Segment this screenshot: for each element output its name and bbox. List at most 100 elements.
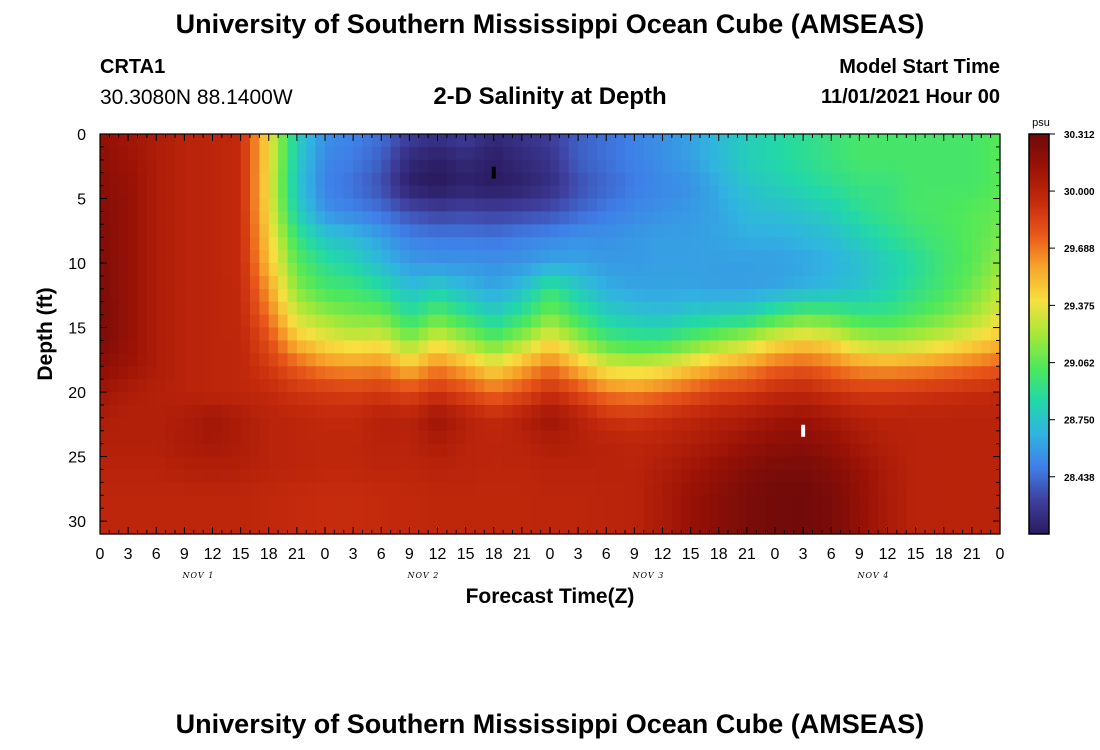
heatmap-cell [831, 417, 842, 432]
heatmap-cell [418, 224, 429, 238]
heatmap-cell [775, 392, 785, 406]
heatmap-cell [250, 456, 260, 471]
heatmap-cell [681, 237, 692, 251]
heatmap-cell [465, 301, 476, 316]
heatmap-cell [981, 275, 992, 290]
x-tick-label: 3 [124, 546, 133, 563]
heatmap-cell [690, 146, 701, 161]
heatmap-cell [156, 508, 167, 522]
heatmap-cell [840, 353, 851, 367]
heatmap-cell [821, 379, 832, 393]
heatmap-cell [278, 353, 289, 367]
heatmap-cell [118, 146, 129, 161]
heatmap-cell [568, 353, 579, 367]
heatmap-cell [943, 211, 954, 225]
heatmap-cell [456, 430, 467, 445]
heatmap-cell [653, 521, 664, 535]
heatmap-cell [146, 379, 157, 393]
heatmap-cell [690, 340, 701, 354]
heatmap-cell [446, 198, 457, 213]
heatmap-cell [221, 263, 232, 277]
heatmap-cell [578, 366, 589, 380]
heatmap-cell [446, 366, 457, 380]
heatmap-cell [737, 366, 748, 380]
heatmap-cell [587, 482, 598, 496]
heatmap-cell [428, 404, 439, 419]
heatmap-cell [184, 379, 195, 393]
heatmap-cell [503, 250, 514, 264]
heatmap-cell [325, 521, 335, 535]
heatmap-cell [231, 521, 242, 535]
heatmap-cell [587, 469, 598, 483]
heatmap-cell [681, 482, 692, 496]
heatmap-cell [596, 250, 607, 264]
heatmap-cell [325, 327, 335, 342]
heatmap-cell [887, 288, 898, 303]
heatmap-cell [559, 353, 570, 367]
heatmap-cell [737, 443, 748, 458]
heatmap-cell [231, 237, 242, 251]
heatmap-cell [503, 134, 514, 148]
heatmap-cell [100, 392, 110, 406]
heatmap-cell [428, 469, 439, 483]
heatmap-cell [812, 366, 823, 380]
heatmap-cell [990, 508, 1001, 522]
heatmap-cell [493, 263, 504, 277]
heatmap-cell [250, 327, 260, 342]
heatmap-cell [100, 340, 110, 354]
heatmap-cell [240, 288, 251, 303]
heatmap-cell [662, 353, 673, 367]
heatmap-cell [934, 469, 945, 483]
heatmap-cell [240, 482, 251, 496]
heatmap-cell [793, 495, 804, 509]
heatmap-cell [175, 263, 185, 277]
heatmap-cell [981, 198, 992, 213]
heatmap-cell [606, 301, 617, 316]
heatmap-cell [793, 366, 804, 380]
heatmap-cell [109, 288, 120, 303]
heatmap-cell [896, 250, 907, 264]
heatmap-cell [700, 456, 710, 471]
heatmap-cell [606, 379, 617, 393]
heatmap-cell [109, 314, 120, 329]
heatmap-cell [831, 314, 842, 329]
heatmap-cell [990, 263, 1001, 277]
heatmap-cell [409, 417, 420, 432]
heatmap-cell [278, 430, 289, 445]
heatmap-cell [503, 430, 514, 445]
heatmap-cell [531, 211, 542, 225]
heatmap-cell [315, 211, 326, 225]
heatmap-cell [878, 159, 889, 174]
heatmap-cell [925, 172, 935, 187]
heatmap-cell [146, 495, 157, 509]
heatmap-cell [184, 314, 195, 329]
heatmap-cell [915, 237, 926, 251]
heatmap-cell [231, 495, 242, 509]
heatmap-cell [137, 314, 148, 329]
heatmap-cell [334, 224, 345, 238]
heatmap-cell [493, 379, 504, 393]
heatmap-cell [943, 379, 954, 393]
heatmap-cell [775, 237, 785, 251]
heatmap-cell [446, 404, 457, 419]
heatmap-cell [925, 366, 935, 380]
heatmap-cell [634, 250, 645, 264]
heatmap-cell [362, 430, 373, 445]
heatmap-cell [625, 275, 635, 290]
heatmap-cell [990, 379, 1001, 393]
heatmap-cell [390, 327, 401, 342]
heatmap-cell [531, 521, 542, 535]
heatmap-cell [428, 417, 439, 432]
heatmap-cell [165, 379, 176, 393]
heatmap-cell [962, 146, 973, 161]
heatmap-cell [296, 404, 307, 419]
heatmap-cell [118, 508, 129, 522]
heatmap-cell [578, 146, 589, 161]
heatmap-cell [531, 224, 542, 238]
heatmap-cell [662, 237, 673, 251]
heatmap-cell [221, 211, 232, 225]
heatmap-cell [390, 288, 401, 303]
x-tick-label: 6 [152, 546, 161, 563]
heatmap-cell [803, 353, 814, 367]
heatmap-cell [943, 392, 954, 406]
